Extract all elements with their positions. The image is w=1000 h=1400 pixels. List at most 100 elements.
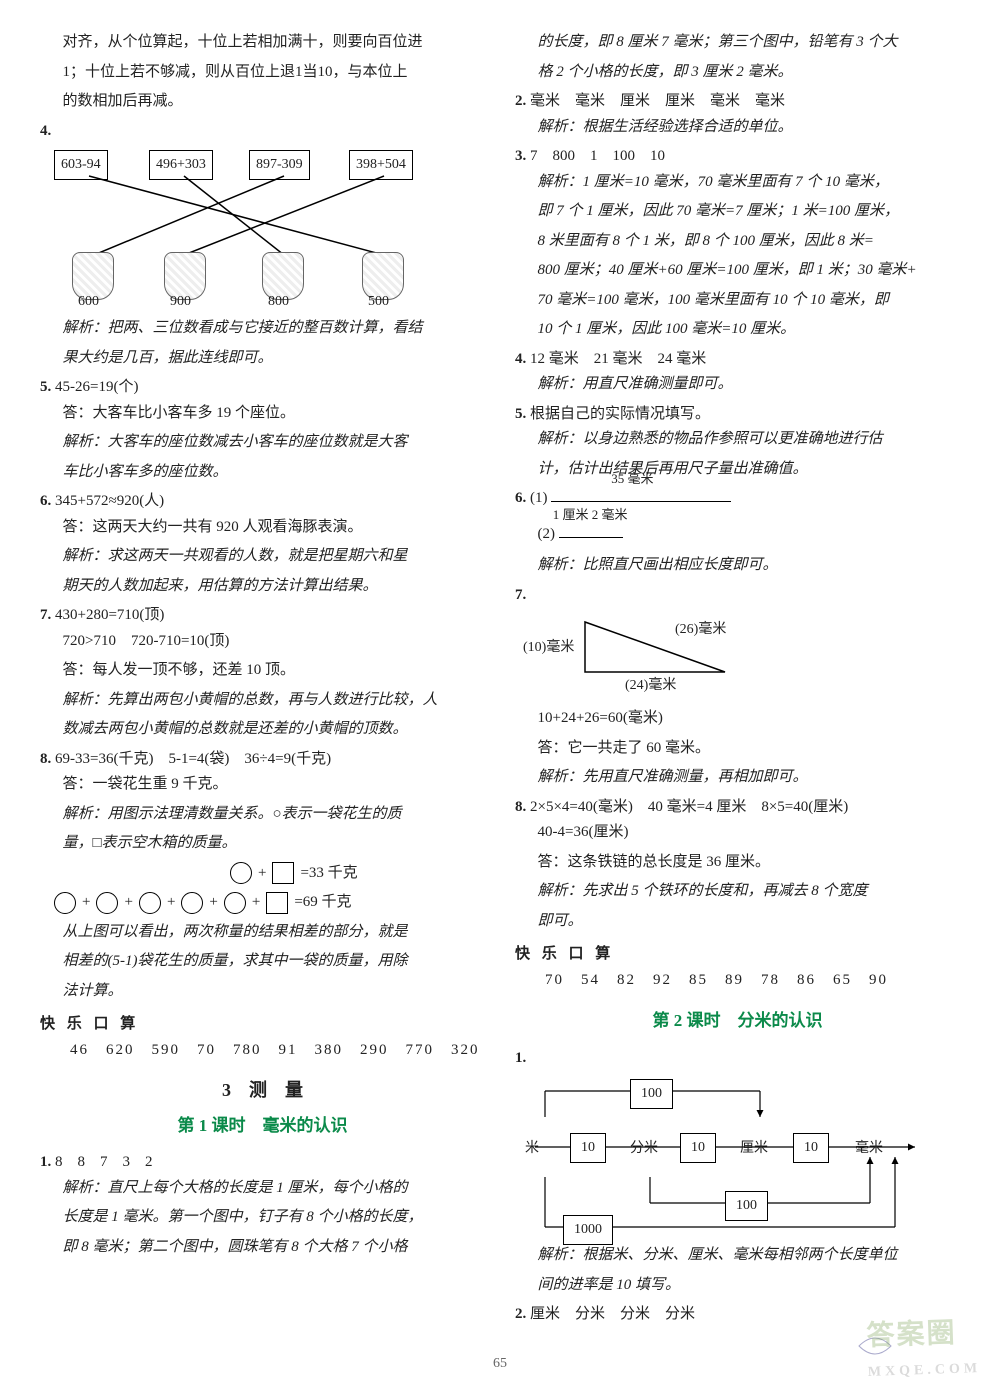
r-q8-a1: 解析：先求出 5 个铁环的长度和，再减去 8 个宽度 xyxy=(515,879,960,905)
unit-conversion-diagram: 100 米 10 分米 10 厘米 10 毫米 100 1000 xyxy=(515,1077,935,1237)
l2-q1-a2: 间的进率是 10 填写。 xyxy=(515,1273,960,1299)
circle-icon xyxy=(181,892,203,914)
r-q5-a1: 解析：以身边熟悉的物品作参照可以更准确地进行估 xyxy=(515,427,960,453)
unit-cm: 厘米 xyxy=(740,1137,768,1161)
q5-analysis-1: 解析：大客车的座位数减去小客车的座位数就是大客 xyxy=(40,430,485,456)
q4-analysis-1: 解析：把两、三位数看成与它接近的整百数计算，看结 xyxy=(40,316,485,342)
q8-post-1: 从上图可以看出，两次称量的结果相差的部分，就是 xyxy=(40,920,485,946)
r-q4-a: 解析：用直尺准确测量即可。 xyxy=(515,372,960,398)
square-icon xyxy=(272,862,294,884)
tri-left-label: (10)毫米 xyxy=(523,636,574,660)
watermark-main: 答案圈 xyxy=(866,1317,957,1351)
r-q3-a3: 8 米里面有 8 个 1 米，即 8 个 100 厘米，因此 8 米= xyxy=(515,229,960,255)
ruler-2-label: 1 厘米 2 毫米 xyxy=(553,504,628,526)
q4-matching-diagram: 603-94 496+303 897-309 398+504 600 900 8… xyxy=(54,150,454,310)
r-q7-eq: 10+24+26=60(毫米) xyxy=(515,706,960,732)
r-q8-a2: 即可。 xyxy=(515,909,960,935)
watermark: 答案圈 MXQE.COM xyxy=(866,1309,982,1384)
q6-analysis-1: 解析：求这两天一共观看的人数，就是把星期六和星 xyxy=(40,544,485,570)
intro-line-3: 的数相加后再减。 xyxy=(40,89,485,115)
r-q7-ans: 答：它一共走了 60 毫米。 xyxy=(515,736,960,762)
lesson-1-title: 第 1 课时 毫米的认识 xyxy=(40,1112,485,1141)
l2-q2-number: 2. xyxy=(515,1306,526,1322)
r-q7-number: 7. xyxy=(515,587,526,603)
l2-q2-values: 厘米 分米 分米 分米 xyxy=(530,1306,695,1322)
l1-q1-values: 8 8 7 3 2 xyxy=(55,1154,153,1170)
page-number: 65 xyxy=(493,1352,507,1376)
r-q2-a: 解析：根据生活经验选择合适的单位。 xyxy=(515,115,960,141)
circle-icon xyxy=(139,892,161,914)
happy-calc-label-right: 快 乐 口 算 xyxy=(515,942,960,968)
square-icon xyxy=(266,892,288,914)
q7-analysis-2: 数减去两包小黄帽的总数就是还差的小黄帽的顶数。 xyxy=(40,717,485,743)
q5-answer: 答：大客车比小客车多 19 个座位。 xyxy=(40,401,485,427)
q8-equation: 69-33=36(千克) 5-1=4(袋) 36÷4=9(千克) xyxy=(55,751,331,767)
q7-number: 7. xyxy=(40,607,51,623)
q5-equation: 45-26=19(个) xyxy=(55,379,138,395)
r-q4-number: 4. xyxy=(515,351,526,367)
tri-bottom-label: (24)毫米 xyxy=(625,674,676,698)
q4-analysis-2: 果大约是几百，据此连线即可。 xyxy=(40,346,485,372)
cont-2: 格 2 个小格的长度，即 3 厘米 2 毫米。 xyxy=(515,60,960,86)
l1-q1-number: 1. xyxy=(40,1154,51,1170)
watermark-sub: MXQE.COM xyxy=(867,1356,981,1384)
q8-post-2: 相差的(5-1)袋花生的质量，求其中一袋的质量，用除 xyxy=(40,949,485,975)
r-q3-values: 7 800 1 100 10 xyxy=(530,148,665,164)
r-q3-a4: 800 厘米；40 厘米+60 厘米=100 厘米，即 1 米；30 毫米+ xyxy=(515,258,960,284)
unit-dm: 分米 xyxy=(630,1137,658,1161)
q5-analysis-2: 车比小客车多的座位数。 xyxy=(40,460,485,486)
lesson-2-title: 第 2 课时 分米的认识 xyxy=(515,1007,960,1036)
q4-number: 4. xyxy=(40,123,51,139)
cont-1: 的长度，即 8 厘米 7 毫米；第三个图中，铅笔有 3 个大 xyxy=(515,30,960,56)
q8-analysis-1: 解析：用图示法理清数量关系。○表示一袋花生的质 xyxy=(40,802,485,828)
q4-bottom-4: 500 xyxy=(368,290,389,314)
circle-icon xyxy=(230,862,252,884)
r-q3-a6: 10 个 1 厘米，因此 100 毫米=10 厘米。 xyxy=(515,317,960,343)
r-q3-number: 3. xyxy=(515,148,526,164)
unit-box-10a: 10 xyxy=(570,1133,606,1163)
r-q6-a: 解析：比照直尺画出相应长度即可。 xyxy=(515,553,960,579)
r-q3-a2: 即 7 个 1 厘米，因此 70 毫米=7 厘米；1 米=100 厘米， xyxy=(515,199,960,225)
q8-number: 8. xyxy=(40,751,51,767)
unit-mm: 毫米 xyxy=(855,1137,883,1161)
l2-q1-a1: 解析：根据米、分米、厘米、毫米每相邻两个长度单位 xyxy=(515,1243,960,1269)
r-q7-a: 解析：先用直尺准确测量，再相加即可。 xyxy=(515,765,960,791)
r-q2-number: 2. xyxy=(515,93,526,109)
circle-icon xyxy=(96,892,118,914)
q4-bottom-3: 800 xyxy=(268,290,289,314)
r-q5-number: 5. xyxy=(515,406,526,422)
q4-bottom-1: 600 xyxy=(78,290,99,314)
unit-box-10b: 10 xyxy=(680,1133,716,1163)
intro-line-1: 对齐，从个位算起，十位上若相加满十，则要向百位进 xyxy=(40,30,485,56)
q7-answer: 答：每人发一顶不够，还差 10 顶。 xyxy=(40,658,485,684)
q7-compare: 720>710 720-710=10(顶) xyxy=(40,629,485,655)
ruler-1-label: 35 毫米 xyxy=(611,468,653,490)
ruler-line-1 xyxy=(551,501,731,502)
unit-m: 米 xyxy=(525,1137,539,1161)
q6-analysis-2: 期天的人数加起来，用估算的方法计算出结果。 xyxy=(40,574,485,600)
ruler-line-2 xyxy=(559,537,623,538)
l1-q1-a2: 长度是 1 毫米。第一个图中，钉子有 8 个小格的长度， xyxy=(40,1205,485,1231)
r-q8-eq2: 40-4=36(厘米) xyxy=(515,820,960,846)
q8-analysis-2: 量，□表示空木箱的质量。 xyxy=(40,831,485,857)
r-q5-values: 根据自己的实际情况填写。 xyxy=(530,406,710,422)
unit-box-10c: 10 xyxy=(793,1133,829,1163)
l1-q1-a1: 解析：直尺上每个大格的长度是 1 厘米，每个小格的 xyxy=(40,1176,485,1202)
q6-number: 6. xyxy=(40,493,51,509)
q7-equation: 430+280=710(顶) xyxy=(55,607,164,623)
r-q4-values: 12 毫米 21 毫米 24 毫米 xyxy=(530,351,706,367)
q8-answer: 答：一袋花生重 9 千克。 xyxy=(40,772,485,798)
happy-calc-values-left: 46 620 590 70 780 91 380 290 770 320 xyxy=(70,1038,485,1064)
q6-equation: 345+572≈920(人) xyxy=(55,493,164,509)
r-q8-number: 8. xyxy=(515,799,526,815)
l2-q1-number: 1. xyxy=(515,1050,526,1066)
row1-tail: =33 千克 xyxy=(300,861,357,887)
r-q3-a1: 解析：1 厘米=10 毫米，70 毫米里面有 7 个 10 毫米， xyxy=(515,170,960,196)
q7-analysis-1: 解析：先算出两包小黄帽的总数，再与人数进行比较，人 xyxy=(40,688,485,714)
r-q3-a5: 70 毫米=100 毫米，100 毫米里面有 10 个 10 毫米，即 xyxy=(515,288,960,314)
section-3-title: 3 测 量 xyxy=(40,1075,485,1106)
unit-box-1000: 1000 xyxy=(563,1215,613,1245)
happy-calc-values-right: 70 54 82 92 85 89 78 86 65 90 xyxy=(545,968,960,994)
r-q6-number: 6. xyxy=(515,490,526,506)
r-q5-a2: 计，估计出结果后再用尺子量出准确值。 xyxy=(515,457,960,483)
